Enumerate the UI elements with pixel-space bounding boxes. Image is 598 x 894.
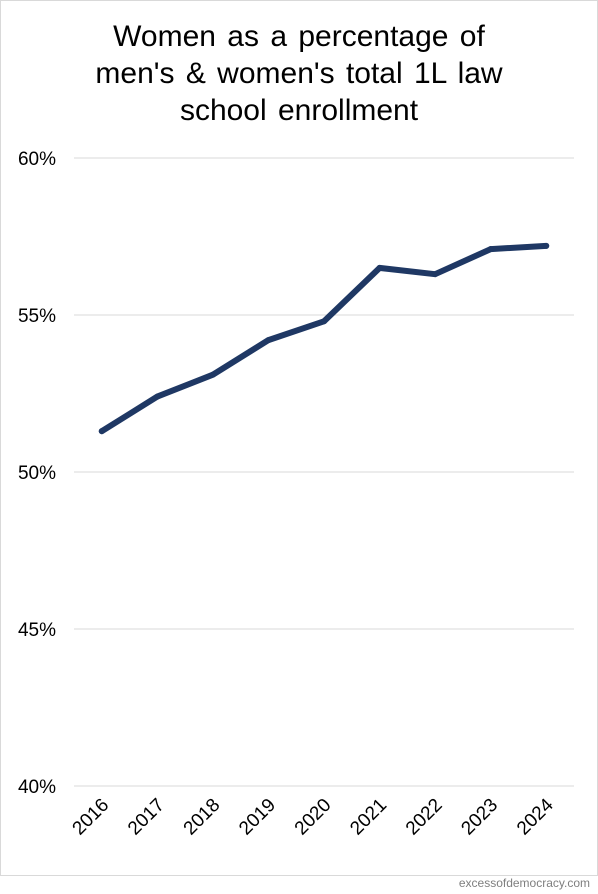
x-tick-label: 2020 bbox=[291, 795, 336, 840]
data-point-2021 bbox=[376, 264, 383, 271]
x-tick-label: 2019 bbox=[235, 795, 280, 840]
series-layer bbox=[98, 242, 550, 435]
data-point-2024 bbox=[543, 242, 550, 249]
y-tick-label: 40% bbox=[18, 777, 56, 798]
data-point-2019 bbox=[265, 337, 272, 344]
x-tick-label: 2017 bbox=[124, 795, 169, 840]
data-point-2020 bbox=[321, 318, 327, 325]
x-tick-label: 2016 bbox=[69, 795, 114, 840]
y-tick-label: 55% bbox=[18, 306, 56, 327]
y-tick-label: 45% bbox=[18, 620, 56, 641]
x-tick-label: 2021 bbox=[346, 795, 391, 840]
x-tick-label: 2023 bbox=[457, 795, 502, 840]
x-tick-label: 2024 bbox=[513, 794, 558, 839]
data-point-2016 bbox=[98, 428, 105, 435]
credit-text: excessofdemocracy.com bbox=[458, 876, 590, 890]
gridlines bbox=[74, 157, 574, 787]
y-tick-label: 60% bbox=[18, 149, 56, 170]
x-tick-label: 2018 bbox=[180, 795, 225, 840]
y-axis: 40% 45% 50% 55% 60% bbox=[18, 149, 56, 798]
chart-title-line-2: men's & women's total 1L law bbox=[95, 57, 503, 90]
data-point-2023 bbox=[487, 246, 494, 253]
series-line bbox=[98, 242, 550, 435]
chart-title-line-3: school enrollment bbox=[179, 94, 419, 127]
data-point-2017 bbox=[154, 393, 161, 400]
line-chart: 40% 45% 50% 55% 60% 2016 2017 2018 2019 2020 2021… bbox=[18, 149, 574, 839]
chart-frame bbox=[0, 0, 598, 876]
x-axis: 2016 2017 2018 2019 2020 2021 2022 2023 2024 bbox=[69, 794, 558, 839]
chart-title-line-1: Women as a percentage of bbox=[113, 20, 485, 53]
x-tick-label: 2022 bbox=[402, 795, 447, 840]
chart-title: Women as a percentage of men's & women's… bbox=[40, 18, 558, 129]
data-point-2018 bbox=[209, 371, 216, 378]
y-tick-label: 50% bbox=[18, 463, 56, 484]
data-point-2022 bbox=[432, 271, 439, 278]
